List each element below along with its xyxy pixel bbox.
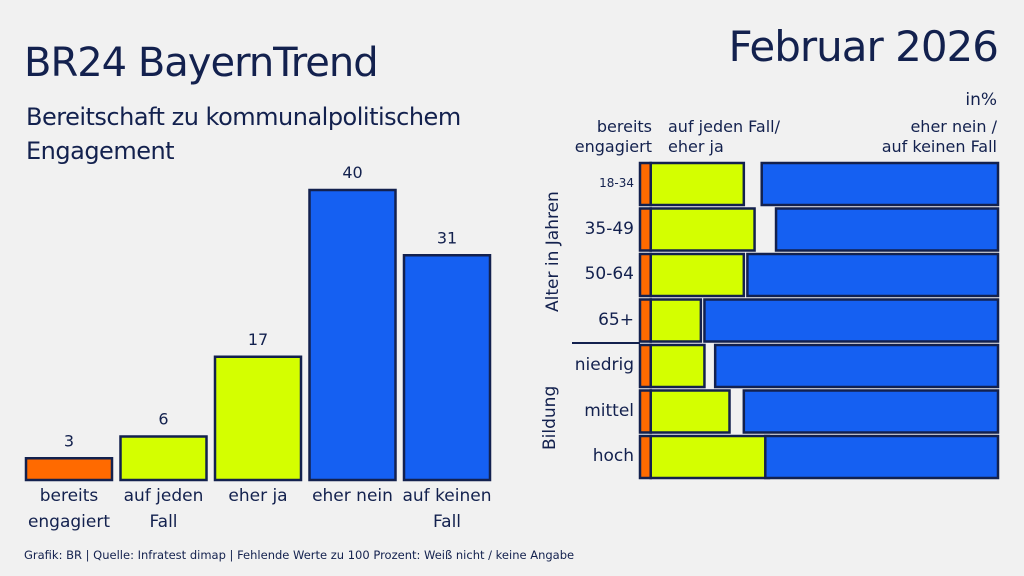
bar-category-label-2-0: eher ja xyxy=(228,486,287,506)
stack-ja-5 xyxy=(649,389,731,434)
stack-bereits-5 xyxy=(638,389,652,434)
bar-value-label-1: 6 xyxy=(158,410,168,429)
stack-ja-3 xyxy=(649,298,703,343)
bar-category-label-0-0: bereits xyxy=(40,486,99,506)
stack-bereits-3 xyxy=(638,298,652,343)
date-label: Februar 2026 xyxy=(728,22,999,71)
bar-category-label-1-0: auf jeden xyxy=(124,486,204,506)
bar-value-label-3: 40 xyxy=(342,163,362,182)
bar-category-label-0-1: engagiert xyxy=(28,512,110,532)
bar-value-label-2: 17 xyxy=(248,330,268,349)
row-label: 65+ xyxy=(598,309,634,330)
row-label: 35-49 xyxy=(584,218,634,239)
stack-ja-1 xyxy=(649,207,756,252)
stack-nein-5 xyxy=(742,389,1000,434)
stack-ja-0 xyxy=(649,161,746,207)
bar-0 xyxy=(24,457,114,482)
bar-value-label-4: 31 xyxy=(437,228,457,247)
stack-nein-2 xyxy=(746,252,1000,298)
stack-nein-4 xyxy=(713,343,1000,389)
bar-category-label-4-0: auf keinen xyxy=(402,486,491,506)
unit-label: in% xyxy=(965,90,997,110)
stack-nein-0 xyxy=(760,161,1000,207)
chart-subtitle: Bereitschaft zu kommunalpolitischem Enga… xyxy=(26,103,461,165)
stack-ja-2 xyxy=(649,252,746,298)
row-label: hoch xyxy=(592,446,634,466)
bar-category-label-1-1: Fall xyxy=(149,512,177,532)
column-header-bereits: bereits engagiert xyxy=(574,117,652,156)
row-label: niedrig xyxy=(574,355,634,375)
stack-bereits-2 xyxy=(638,252,652,298)
bar-value-label-0: 3 xyxy=(64,431,74,450)
bar-category-label-3-0: eher nein xyxy=(312,486,393,506)
column-header-nein: eher nein / auf keinen Fall xyxy=(881,117,997,156)
source-footer: Grafik: BR | Quelle: Infratest dimap | F… xyxy=(24,548,575,562)
stack-ja-4 xyxy=(649,343,706,389)
bar-category-label-4-1: Fall xyxy=(433,512,461,532)
bar-2 xyxy=(213,355,303,482)
stack-ja-6 xyxy=(649,434,771,480)
row-label: mittel xyxy=(584,400,634,421)
bar-4 xyxy=(402,254,492,482)
row-label: 50-64 xyxy=(584,264,634,284)
stack-bereits-1 xyxy=(638,207,652,252)
bar-3 xyxy=(308,188,397,482)
stack-bereits-0 xyxy=(638,161,652,207)
stack-bereits-6 xyxy=(638,434,652,480)
stack-bereits-4 xyxy=(638,343,652,389)
chart-title: BR24 BayernTrend xyxy=(24,40,379,86)
bar-1 xyxy=(119,435,208,482)
stack-nein-3 xyxy=(703,298,1000,343)
stack-nein-6 xyxy=(764,434,1000,480)
row-label: 18-34 xyxy=(599,176,634,190)
column-header-ja: auf jeden Fall/ eher ja xyxy=(668,117,780,156)
stack-nein-1 xyxy=(774,207,1000,252)
